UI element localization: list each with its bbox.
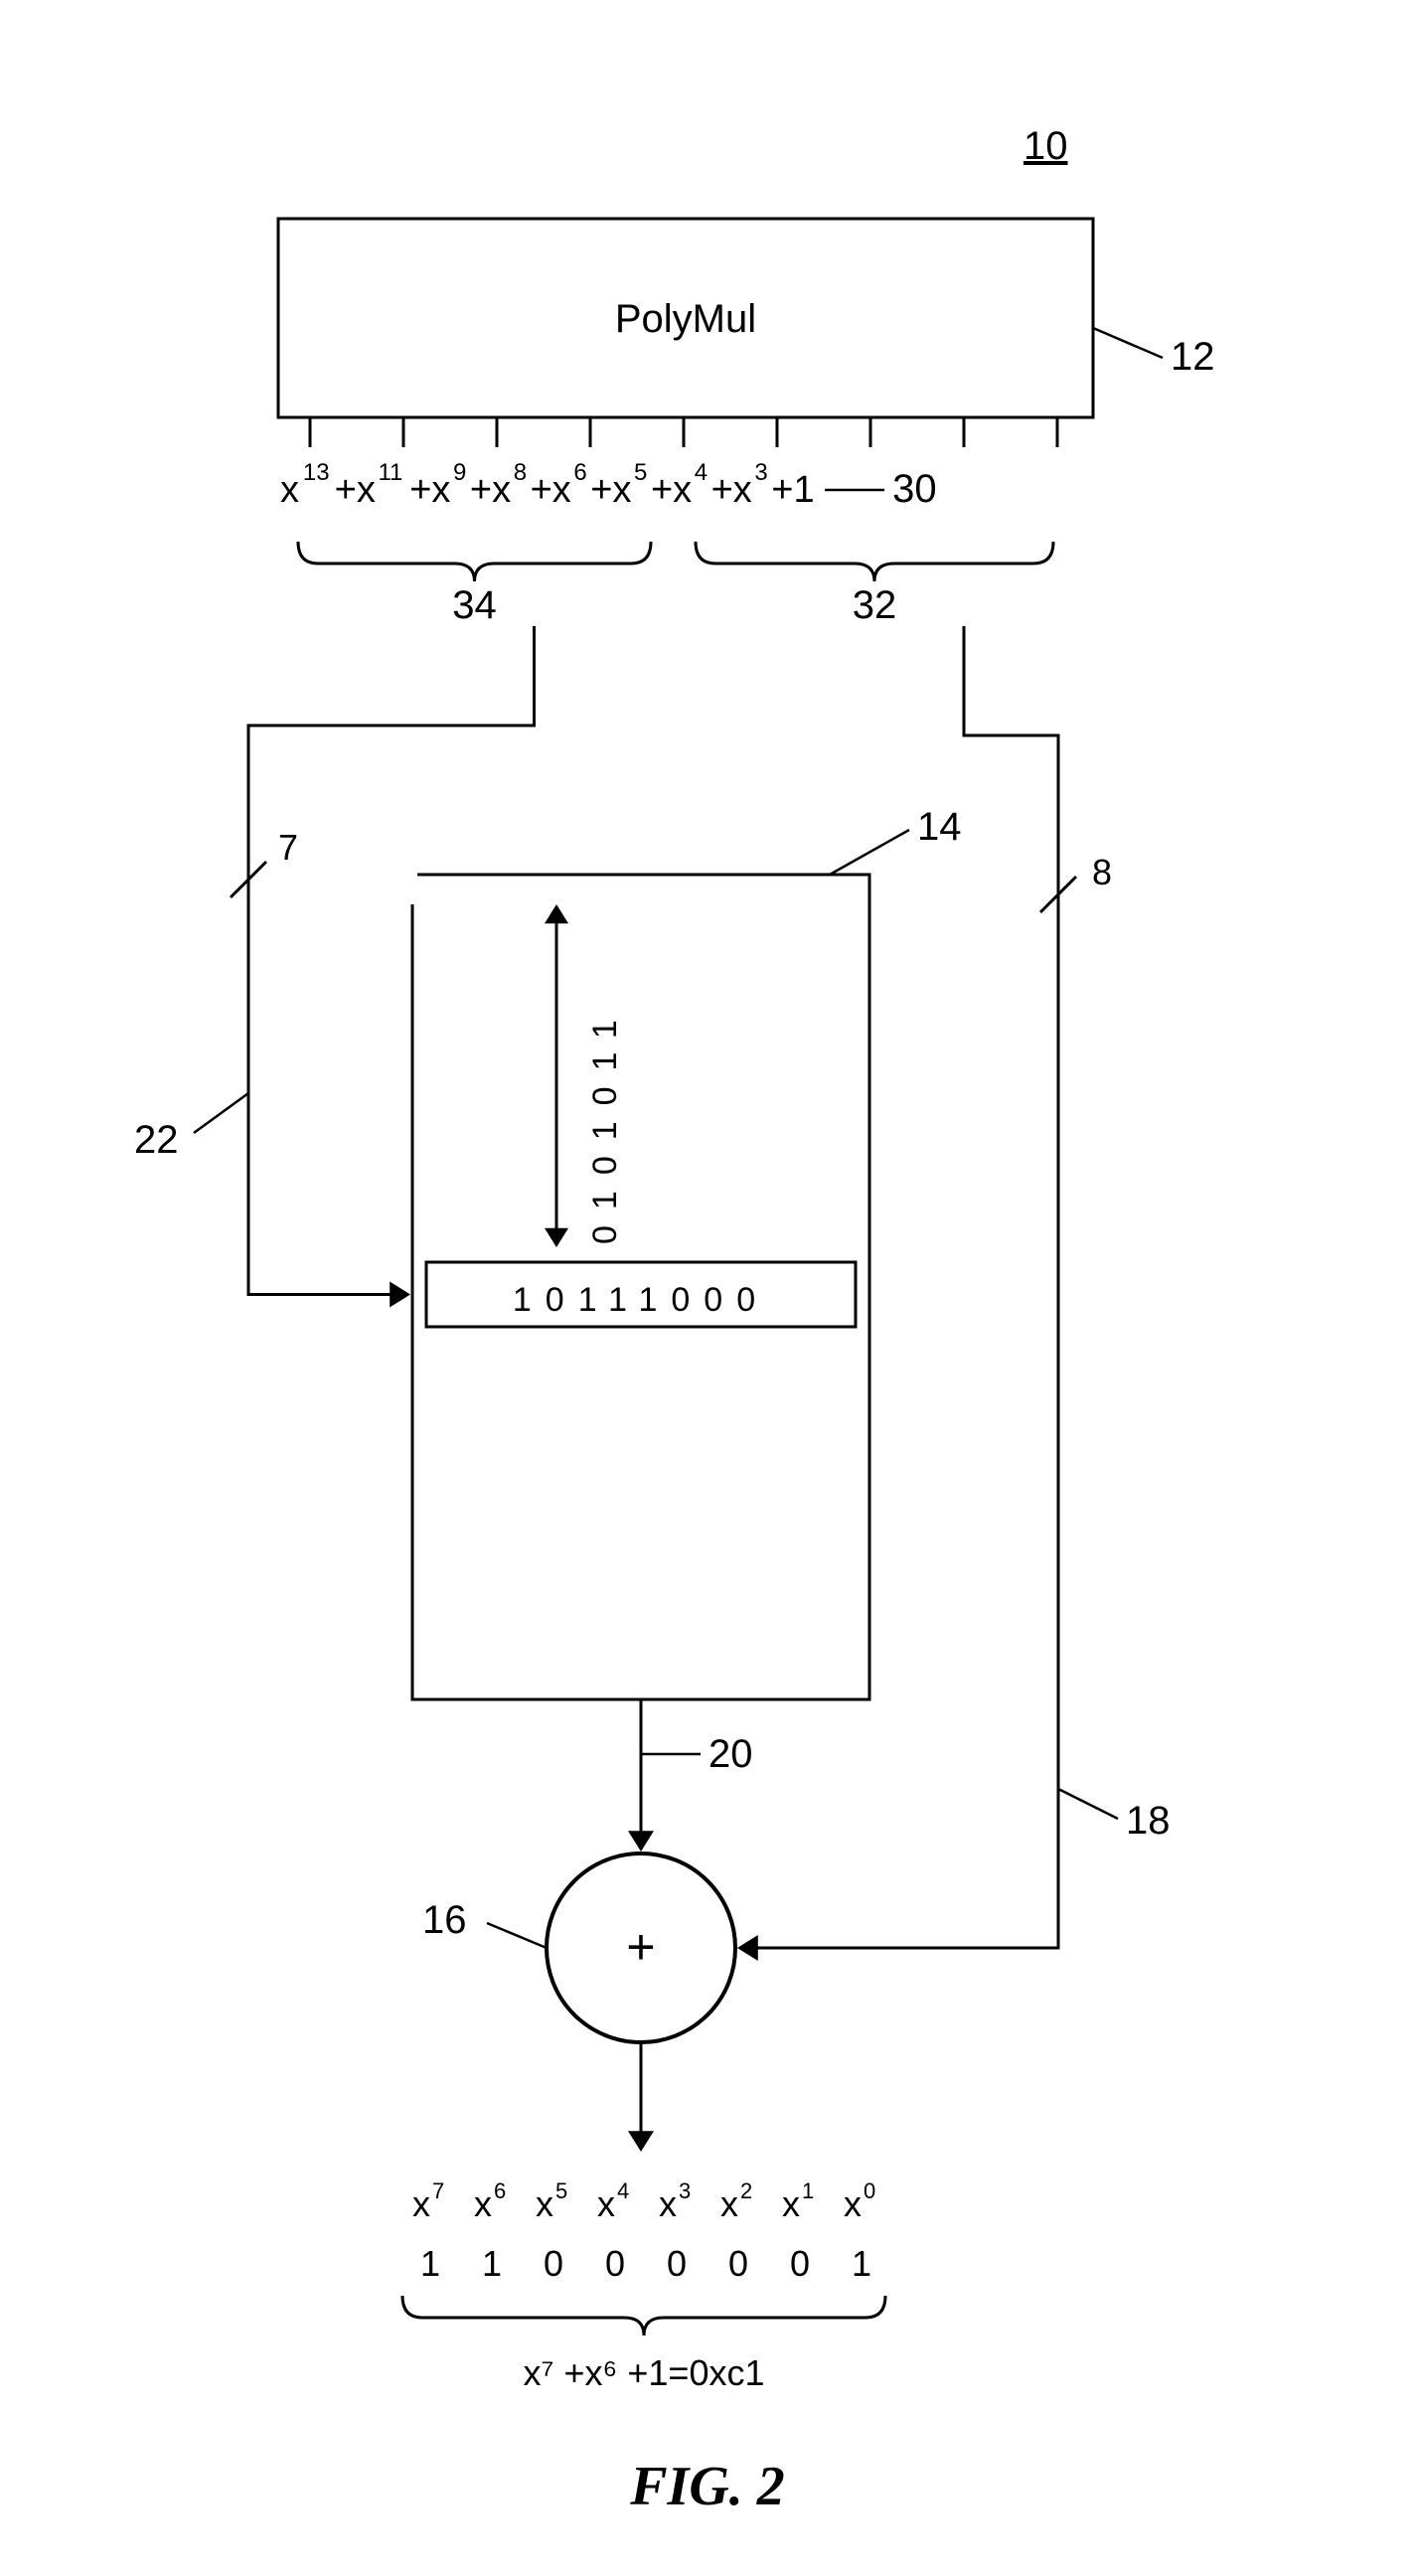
result-expr: x⁷ +x⁶ +1=0xc1 (524, 2352, 765, 2393)
ref-overall: 10 (1023, 124, 1068, 168)
result-power: 4 (617, 2178, 629, 2203)
ref-18: 18 (1126, 1799, 1171, 1843)
result-bit: 0 (790, 2243, 810, 2284)
polynomial-expr: x13+x11+x9+x8+x6+x5+x4+x3+1 (280, 459, 815, 511)
result-power: 0 (864, 2178, 875, 2203)
result-bit: 0 (667, 2243, 687, 2284)
result-power: 3 (679, 2178, 691, 2203)
svg-text:3: 3 (754, 459, 767, 486)
right-bus-path (739, 626, 1058, 1948)
figure-label: FIG. 2 (629, 2456, 785, 2517)
left-bus-width-label: 7 (278, 827, 298, 868)
result-bit: 0 (728, 2243, 748, 2284)
result-x: x (659, 2183, 677, 2224)
result-x: x (536, 2183, 553, 2224)
result-power: 1 (802, 2178, 814, 2203)
ref-12: 12 (1171, 335, 1215, 379)
result-x: x (597, 2183, 615, 2224)
svg-text:+x: +x (409, 469, 450, 511)
lut-row-bits: 10111000 (513, 1281, 769, 1319)
result-power: 5 (555, 2178, 567, 2203)
ref-34: 34 (452, 583, 497, 627)
result-power: 2 (740, 2178, 752, 2203)
svg-text:+x: +x (651, 469, 692, 511)
ref-14: 14 (917, 805, 962, 849)
ref-20: 20 (708, 1732, 753, 1776)
result-x: x (474, 2183, 492, 2224)
svg-text:+x: +x (335, 469, 376, 511)
result-bit: 1 (482, 2243, 502, 2284)
result-power: 7 (432, 2178, 444, 2203)
result-power: 6 (494, 2178, 506, 2203)
svg-text:8: 8 (514, 459, 527, 486)
svg-text:+1: +1 (771, 469, 814, 511)
ref-22: 22 (134, 1118, 179, 1162)
svg-text:5: 5 (634, 459, 647, 486)
result-bit: 1 (852, 2243, 871, 2284)
svg-text:x: x (280, 469, 299, 511)
lut-vertical-bits: 0101011 (586, 1004, 624, 1244)
right-bus-width: 8 (1092, 852, 1112, 892)
svg-text:9: 9 (453, 459, 466, 486)
ref-30: 30 (892, 467, 937, 511)
result-x: x (844, 2183, 862, 2224)
svg-text:x⁷ +x⁶ +1=0xc1: x⁷ +x⁶ +1=0xc1 (524, 2352, 765, 2393)
result-bit: 1 (420, 2243, 440, 2284)
adder-symbol: + (626, 1919, 655, 1975)
result-x: x (412, 2183, 430, 2224)
ref-16: 16 (422, 1898, 467, 1942)
svg-text:6: 6 (573, 459, 586, 486)
svg-text:+x: +x (531, 469, 571, 511)
result-x: x (720, 2183, 738, 2224)
polymul-label: PolyMul (615, 297, 756, 341)
result-x: x (782, 2183, 800, 2224)
ref-32: 32 (853, 583, 897, 627)
result-bit: 0 (605, 2243, 625, 2284)
svg-text:11: 11 (378, 459, 402, 486)
svg-text:+x: +x (711, 469, 752, 511)
svg-text:+x: +x (470, 469, 511, 511)
svg-text:+x: +x (590, 469, 631, 511)
svg-text:4: 4 (695, 459, 708, 486)
svg-text:13: 13 (303, 459, 330, 486)
left-bus-path (248, 626, 535, 1295)
result-bit: 0 (544, 2243, 563, 2284)
